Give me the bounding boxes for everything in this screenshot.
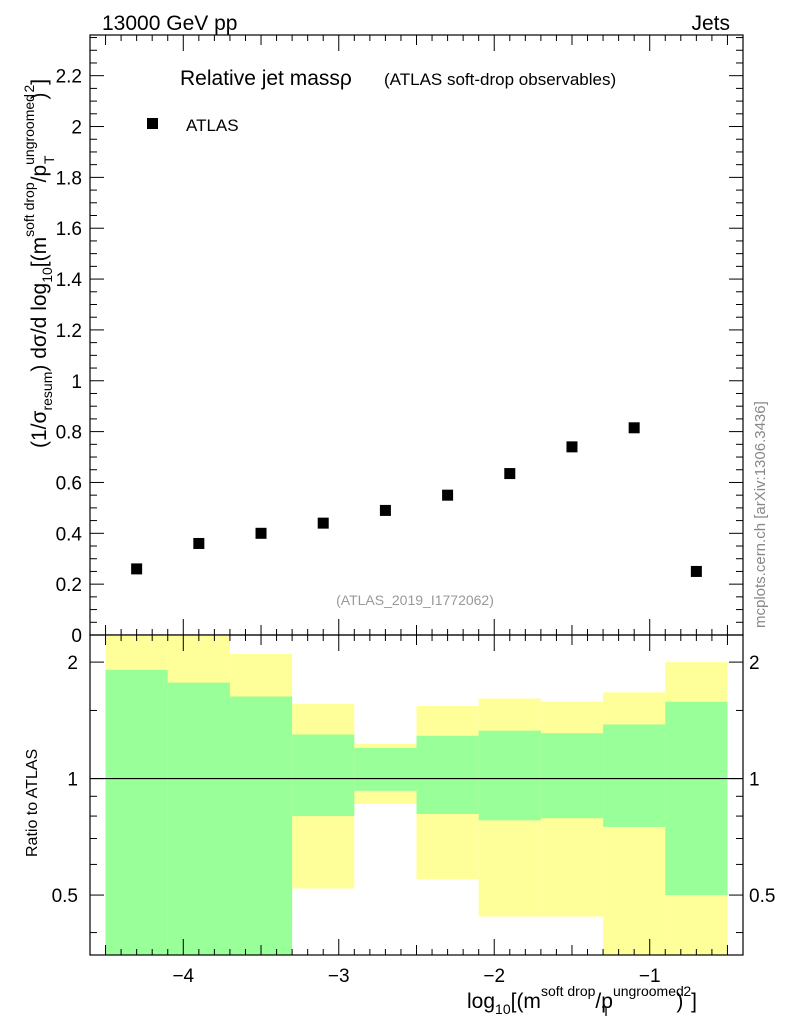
chart-subtitle: (ATLAS soft-drop observables) [384,70,616,89]
main-y-tick-label: 2.2 [56,67,82,88]
data-point [566,441,578,453]
ratio-frame [89,634,744,956]
main-panel: 0 0.2 0.4 0.6 0.8 1 1.2 1.4 1.6 1.8 2 2.2 Relative … [21,34,744,647]
x-tick-label: −2 [483,966,505,987]
data-point [442,489,454,501]
ratio-panel: 0.5 0.5 1 1 2 2 −4 −3 −2 −1 Ratio to ATLAS log10… [24,634,775,1019]
main-y-tick-label: 0.4 [56,524,83,545]
ratio-y-tick-label-right: 0.5 [749,886,775,907]
x-tick-label: −1 [639,966,661,987]
data-point [504,468,516,480]
ratio-y-axis: 0.5 0.5 1 1 2 2 [52,653,775,934]
x-axis-label: log10[(msoft drop/pungroomed T)2] [467,983,697,1019]
ratio-band-bin [167,682,230,955]
data-point [193,537,205,549]
ratio-band-bin [540,733,604,819]
main-y-tick-label: 0 [71,626,82,647]
main-x-minor-ticks [89,35,744,635]
main-y-tick-label: 2 [71,118,82,139]
header-right: Jets [691,12,730,35]
data-point [628,422,640,434]
ratio-y-tick-label-right: 1 [749,770,760,791]
ratio-y-tick-label-right: 2 [749,653,760,674]
ratio-band-bin [292,734,355,817]
ratio-band-bin [354,747,417,791]
analysis-tag: (ATLAS_2019_I1772062) [336,592,494,608]
ratio-band-bin [665,701,728,896]
ratio-x-axis: −4 −3 −2 −1 [89,635,744,987]
ratio-y-tick-label: 0.5 [52,886,78,907]
ratio-y-tick-label: 1 [67,770,78,791]
ratio-band-bin [416,735,479,814]
data-point [317,517,329,529]
legend-label: ATLAS [186,116,239,135]
main-y-axis-label: (1/σresum) dσ/d log10[(msoft drop/pungro… [21,79,57,448]
chart-title: Relative jet massρ [180,67,352,90]
ratio-band-bin [105,669,168,955]
main-y-tick-label: 0.2 [56,575,82,596]
data-point [255,527,267,539]
main-y-tick-label: 1 [71,372,82,393]
header-left: 13000 GeV pp [102,12,237,35]
main-data-points [131,422,702,577]
main-y-axis: 0 0.2 0.4 0.6 0.8 1 1.2 1.4 1.6 1.8 2 2.2 [56,37,743,647]
main-y-tick-label: 1.2 [56,321,82,342]
data-point [690,565,702,577]
data-point [131,563,143,575]
main-y-tick-label: 0.6 [56,473,82,494]
ratio-y-tick-label: 2 [67,653,78,674]
x-tick-label: −3 [328,966,350,987]
main-y-tick-label: 1.6 [56,219,82,240]
data-point [379,504,391,516]
ratio-band-bin [603,724,666,827]
main-y-tick-label: 1.8 [56,168,82,189]
legend-marker [147,118,158,129]
x-tick-label: −4 [172,966,194,987]
ratio-band-bin [229,696,293,955]
ratio-band-bin [478,730,541,821]
ratio-y-axis-label: Ratio to ATLAS [24,749,41,857]
ratio-bands [105,635,728,955]
main-y-tick-label: 1.4 [56,270,83,291]
main-y-tick-label: 0.8 [56,423,82,444]
watermark: mcplots.cern.ch [arXiv:1306.3436] [752,401,769,628]
